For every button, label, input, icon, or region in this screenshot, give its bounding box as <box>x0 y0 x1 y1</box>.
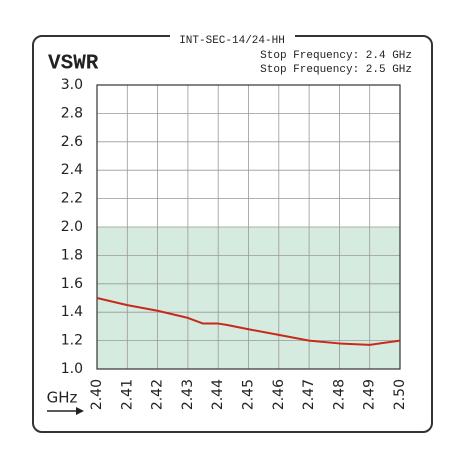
y-tick-label: 2.2 <box>61 191 83 207</box>
chart-title: INT-SEC-14/24-HH <box>179 35 285 47</box>
y-tick-label: 2.4 <box>61 162 83 178</box>
y-tick-label: 1.0 <box>61 361 83 377</box>
y-tick-label: 2.8 <box>61 105 83 121</box>
x-tick-label: 2.47 <box>301 379 317 410</box>
y-axis-title: VSWR <box>48 53 99 76</box>
x-tick-label: 2.48 <box>331 379 347 410</box>
data-line <box>96 297 401 346</box>
x-tick-label: 2.50 <box>392 379 408 410</box>
y-tick-label: 1.4 <box>61 304 83 320</box>
x-tick-label: 2.42 <box>150 379 166 410</box>
y-tick-label: 2.0 <box>61 219 83 235</box>
y-tick-label: 2.6 <box>61 134 83 150</box>
y-tick-label: 1.2 <box>61 333 83 349</box>
x-tick-label: 2.40 <box>89 379 105 410</box>
title-backdrop <box>170 33 295 45</box>
y-tick-label: 3.0 <box>61 77 83 93</box>
y-tick-label: 1.6 <box>61 276 83 292</box>
x-tick-label: 2.41 <box>119 379 135 410</box>
x-tick-label: 2.43 <box>180 379 196 410</box>
x-tick-label: 2.49 <box>362 379 378 410</box>
x-tick-label: 2.45 <box>241 379 257 410</box>
x-tick-label: 2.44 <box>210 379 226 410</box>
annotation: Stop Frequency: 2.5 GHz <box>260 64 412 76</box>
x-axis-arrow <box>47 407 84 415</box>
plot-border <box>96 84 401 370</box>
x-tick-label: 2.46 <box>271 379 287 410</box>
x-axis-title: GHz <box>47 389 78 407</box>
y-tick-label: 1.8 <box>61 247 83 263</box>
annotation: Stop Frequency: 2.4 GHz <box>260 50 412 62</box>
